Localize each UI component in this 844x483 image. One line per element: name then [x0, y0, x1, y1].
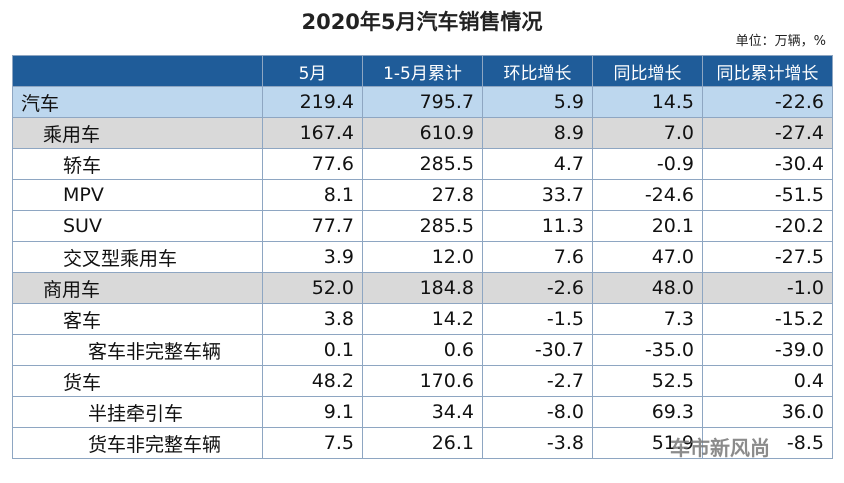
column-header: 1-5月累计: [362, 55, 483, 87]
table-row: 商用车 52.0 184.8 -2.6 48.0 -1.0: [12, 272, 833, 304]
cell-value: -2.7: [482, 365, 593, 397]
cell-value: 8.1: [262, 179, 363, 211]
cell-value: 33.7: [482, 179, 593, 211]
sales-table: 5月 1-5月累计 环比增长 同比增长 同比累计增长 汽车 219.4 795.7 5.9 14…: [12, 55, 833, 459]
cell-value: 14.5: [592, 86, 703, 118]
cell-value: -2.6: [482, 272, 593, 304]
column-header: 5月: [262, 55, 363, 87]
cell-value: 12.0: [362, 241, 483, 273]
cell-value: 7.0: [592, 117, 703, 149]
cell-value: 14.2: [362, 303, 483, 335]
table-row: 轿车 77.6 285.5 4.7 -0.9 -30.4: [12, 148, 833, 180]
cell-value: 0.1: [262, 334, 363, 366]
cell-value: 3.8: [262, 303, 363, 335]
row-label: 客车: [12, 303, 263, 335]
column-header: 同比累计增长: [702, 55, 833, 87]
row-label: 轿车: [12, 148, 263, 180]
cell-value: 8.9: [482, 117, 593, 149]
column-header: 环比增长: [482, 55, 593, 87]
cell-value: -30.4: [702, 148, 833, 180]
unit-note: 单位：万辆，%: [735, 34, 826, 49]
cell-value: 7.5: [262, 427, 363, 459]
row-label: 半挂牵引车: [12, 396, 263, 428]
cell-value: -30.7: [482, 334, 593, 366]
row-label: 交叉型乘用车: [12, 241, 263, 273]
cell-value: 52.5: [592, 365, 703, 397]
table-row: 货车 48.2 170.6 -2.7 52.5 0.4: [12, 365, 833, 397]
table-row: 货车非完整车辆 7.5 26.1 -3.8 51.9 -8.5: [12, 427, 833, 459]
row-label: 汽车: [12, 86, 263, 118]
cell-value: 27.8: [362, 179, 483, 211]
cell-value: 7.3: [592, 303, 703, 335]
cell-value: 795.7: [362, 86, 483, 118]
column-header: [12, 55, 263, 87]
header-row: 5月 1-5月累计 环比增长 同比增长 同比累计增长: [12, 55, 833, 87]
cell-value: 285.5: [362, 210, 483, 242]
cell-value: -8.0: [482, 396, 593, 428]
cell-value: 36.0: [702, 396, 833, 428]
cell-value: -27.5: [702, 241, 833, 273]
cell-value: 48.2: [262, 365, 363, 397]
table-row: 客车 3.8 14.2 -1.5 7.3 -15.2: [12, 303, 833, 335]
cell-value: 52.0: [262, 272, 363, 304]
title: 2020年5月汽车销售情况: [301, 10, 543, 34]
cell-value: 47.0: [592, 241, 703, 273]
cell-value: 4.7: [482, 148, 593, 180]
cell-value: -1.0: [702, 272, 833, 304]
cell-value: -0.9: [592, 148, 703, 180]
row-label: 乘用车: [12, 117, 263, 149]
cell-value: 5.9: [482, 86, 593, 118]
cell-value: 77.7: [262, 210, 363, 242]
cell-value: -35.0: [592, 334, 703, 366]
table-row: SUV 77.7 285.5 11.3 20.1 -20.2: [12, 210, 833, 242]
cell-value: 0.4: [702, 365, 833, 397]
table-row: 半挂牵引车 9.1 34.4 -8.0 69.3 36.0: [12, 396, 833, 428]
cell-value: 184.8: [362, 272, 483, 304]
cell-value: -22.6: [702, 86, 833, 118]
cell-value: 7.6: [482, 241, 593, 273]
table-row: 汽车 219.4 795.7 5.9 14.5 -22.6: [12, 86, 833, 118]
cell-value: 610.9: [362, 117, 483, 149]
row-label: 货车: [12, 365, 263, 397]
cell-value: 3.9: [262, 241, 363, 273]
table-body: 汽车 219.4 795.7 5.9 14.5 -22.6 乘用车 167.4 610.9 8.9…: [12, 86, 833, 459]
cell-value: 167.4: [262, 117, 363, 149]
cell-value: -51.5: [702, 179, 833, 211]
row-label: 商用车: [12, 272, 263, 304]
cell-value: -8.5: [702, 427, 833, 459]
table-row: 客车非完整车辆 0.1 0.6 -30.7 -35.0 -39.0: [12, 334, 833, 366]
cell-value: 9.1: [262, 396, 363, 428]
cell-value: 48.0: [592, 272, 703, 304]
cell-value: -20.2: [702, 210, 833, 242]
cell-value: -39.0: [702, 334, 833, 366]
cell-value: -3.8: [482, 427, 593, 459]
cell-value: 0.6: [362, 334, 483, 366]
row-label: SUV: [12, 210, 263, 242]
cell-value: 285.5: [362, 148, 483, 180]
cell-value: 26.1: [362, 427, 483, 459]
row-label: MPV: [12, 179, 263, 211]
table-row: 交叉型乘用车 3.9 12.0 7.6 47.0 -27.5: [12, 241, 833, 273]
cell-value: 11.3: [482, 210, 593, 242]
cell-value: -27.4: [702, 117, 833, 149]
cell-value: 20.1: [592, 210, 703, 242]
cell-value: 170.6: [362, 365, 483, 397]
cell-value: 77.6: [262, 148, 363, 180]
table-row: MPV 8.1 27.8 33.7 -24.6 -51.5: [12, 179, 833, 211]
table-row: 乘用车 167.4 610.9 8.9 7.0 -27.4: [12, 117, 833, 149]
row-label: 货车非完整车辆: [12, 427, 263, 459]
cell-value: 219.4: [262, 86, 363, 118]
cell-value: -24.6: [592, 179, 703, 211]
row-label: 客车非完整车辆: [12, 334, 263, 366]
cell-value: 69.3: [592, 396, 703, 428]
cell-value: -1.5: [482, 303, 593, 335]
watermark: 车市新风尚: [670, 436, 770, 460]
cell-value: -15.2: [702, 303, 833, 335]
column-header: 同比增长: [592, 55, 703, 87]
cell-value: 34.4: [362, 396, 483, 428]
